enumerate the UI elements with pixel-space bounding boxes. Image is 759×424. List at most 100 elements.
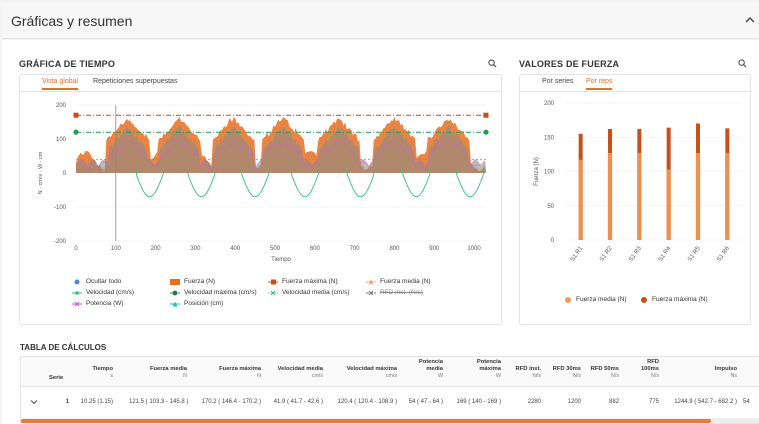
legend-label: Posición (cm) [184, 300, 224, 307]
x-tick-label: S1 R6 [716, 245, 731, 263]
x-tick-label: 400 [230, 246, 241, 252]
th-tiempo: Tiempo s [92, 366, 113, 379]
legend-potencia[interactable]: Potencia (W) [72, 300, 124, 307]
y-tick-label: 200 [56, 103, 67, 109]
x-tick-label: 700 [350, 246, 361, 252]
legend-marker [564, 296, 572, 303]
calc-table: Serie Tiempo s Fuerza media N Fuerza máxim… [20, 356, 759, 424]
max-velocity-marker [73, 129, 79, 135]
legend-marker [170, 290, 180, 296]
scrollbar-thumb[interactable] [21, 419, 711, 423]
legend-velocidad-maxima[interactable]: Velocidad máxima (cm/s) [170, 289, 257, 296]
legend-fuerza-maxima-bar[interactable]: Fuerza máxima (N) [640, 296, 708, 303]
cell-extra: 54 [743, 399, 750, 405]
legend-label: Fuerza máxima (N) [652, 296, 708, 303]
th-velocidad-maxima: Velocidad máxima cm/s [346, 366, 397, 379]
x-tick-label: 300 [190, 246, 201, 252]
legend-label: Potencia (W) [86, 300, 124, 307]
th-serie: Serie [49, 375, 64, 381]
bar-fuerza-media [578, 159, 583, 240]
th-rfd-100ms: RFD 100ms N/s [640, 359, 659, 379]
legend-fuerza-maxima[interactable]: Fuerza máxima (N) [268, 278, 338, 285]
th-fuerza-maxima: Fuerza máxima N [219, 366, 261, 379]
cell-rfd-30ms: 1200 [567, 399, 581, 405]
max-force-marker [73, 112, 79, 118]
x-tick-label: S1 R4 [658, 245, 673, 263]
cell-impulso: 1244.9 ( 542.7 - 682.2 ) [674, 399, 737, 405]
legend-velocidad-media[interactable]: Velocidad media (cm/s) [268, 289, 350, 296]
legend-ocultar-todo[interactable]: Ocultar todo [72, 278, 121, 285]
y-tick-label: 150 [544, 135, 555, 141]
th-potencia-media: Potencia media W [418, 359, 443, 379]
legend-fuerza-media[interactable]: Fuerza media (N) [366, 278, 431, 285]
force-chart-title: VALORES DE FUERZA [519, 59, 620, 69]
horizontal-scrollbar[interactable] [21, 419, 759, 423]
x-tick-label: 0 [74, 246, 78, 252]
legend-marker [268, 279, 278, 285]
legend-label: Fuerza media (N) [576, 296, 627, 303]
x-tick-label: 1000 [467, 246, 481, 252]
y-tick-label: -200 [54, 239, 67, 245]
y-axis-label: Fuerza (N) [534, 157, 540, 186]
cell-rfd-100ms: 775 [648, 399, 659, 405]
legend-fuerza-media-bar[interactable]: Fuerza media (N) [564, 296, 627, 303]
time-chart-card: Vista global Repeticiones superpuestas 2… [19, 74, 502, 325]
legend-posicion[interactable]: Posición (cm) [170, 300, 223, 307]
legend-rfd-inst[interactable]: RFD inst. (N/s) [366, 289, 423, 296]
panel-title: Gráficas y resumen [11, 13, 133, 29]
panel-header[interactable]: Gráficas y resumen [2, 3, 759, 39]
y-tick-label: 100 [544, 170, 555, 176]
y-tick-label: -100 [54, 205, 67, 211]
th-rfd-50ms: RFD 50ms N/s [590, 366, 619, 379]
legend-label: Ocultar todo [86, 278, 122, 285]
th-rfd-30ms: RFD 30ms N/s [552, 366, 581, 379]
tab-por-series[interactable]: Por series [542, 78, 574, 85]
x-tick-label: 900 [429, 246, 440, 252]
calc-table-title: TABLA DE CÁLCULOS [20, 343, 107, 352]
legend-fuerza[interactable]: Fuerza (N) [170, 278, 215, 285]
cell-potencia-maxima: 169 ( 140 - 169 ) [456, 399, 501, 405]
bar-fuerza-media [607, 153, 613, 240]
legend-label: Velocidad (cm/s) [86, 289, 135, 296]
zoom-icon[interactable] [738, 59, 747, 68]
legend-marker [366, 290, 376, 296]
y-tick-label: 0 [551, 238, 555, 244]
legend-marker [72, 279, 82, 285]
cell-fuerza-maxima: 170.2 ( 146.4 - 170.2 ) [201, 399, 261, 405]
x-tick-label: S1 R3 [628, 245, 643, 263]
legend-label: Fuerza media (N) [380, 278, 431, 285]
th-fuerza-media: Fuerza media N [149, 366, 187, 379]
chevron-up-icon[interactable] [745, 15, 755, 25]
force-chart-tabs: Por series Por reps [520, 75, 750, 92]
th-velocidad-media: Velocidad media cm/s [277, 366, 323, 379]
legend-marker [640, 296, 648, 303]
y-tick-label: 100 [56, 137, 67, 143]
table-row[interactable]: 1 10.25 (1.15) 121.5 ( 103.3 - 145.8 ) 1… [21, 387, 759, 419]
legend-marker [268, 290, 278, 296]
legend-label: Fuerza (N) [184, 278, 216, 285]
x-tick-label: 200 [151, 246, 162, 252]
y-tick-label: 50 [547, 204, 554, 210]
legend-velocidad[interactable]: Velocidad (cm/s) [72, 289, 134, 296]
x-tick-label: S1 R2 [599, 245, 614, 263]
chevron-down-icon[interactable] [30, 399, 38, 405]
force-chart-card: Por series Por reps 200 150 100 50 0 Fuerza (… [519, 74, 751, 325]
cell-rfd-50ms: 882 [608, 399, 619, 405]
tab-vista-global[interactable]: Vista global [42, 78, 79, 90]
x-tick-label: 600 [310, 246, 321, 252]
cell-potencia-media: 54 ( 47 - 64 ) [408, 399, 443, 405]
legend-label: RFD inst. (N/s) [380, 289, 423, 296]
force-chart-plot[interactable]: 200 150 100 50 0 Fuerza (N) S1 R1 S1 R2 S1 R3 S1 … [520, 93, 750, 283]
max-velocity-marker [483, 129, 489, 135]
legend-marker [72, 290, 82, 296]
time-chart-title: GRÁFICA DE TIEMPO [19, 59, 116, 69]
y-tick-label: 200 [544, 101, 555, 107]
tab-por-reps[interactable]: Por reps [586, 78, 613, 90]
zoom-icon[interactable] [488, 59, 497, 68]
legend-label: Velocidad media (cm/s) [282, 289, 350, 296]
th-potencia-maxima: Potencia máxima W [476, 359, 501, 379]
cell-velocidad-media: 41.9 ( 41.7 - 42.6 ) [273, 399, 323, 405]
tab-repeticiones-superpuestas[interactable]: Repeticiones superpuestas [93, 78, 178, 85]
max-force-marker [483, 112, 489, 118]
